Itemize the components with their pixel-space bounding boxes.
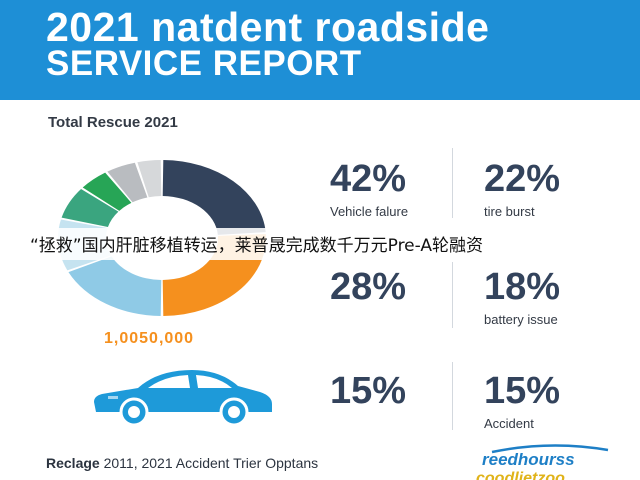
- stat-accident: 15% Accident: [484, 372, 560, 431]
- car-icon: [94, 370, 272, 427]
- donut-slice-0: [162, 160, 266, 235]
- divider: [452, 362, 453, 430]
- overlay-banner-text: “拯救”国内肝脏移植转运，莱普晟完成数千万元Pre-A轮融资: [30, 236, 484, 256]
- stat-value: 18%: [484, 266, 561, 308]
- divider: [452, 148, 453, 218]
- stat-third: 28%: [330, 268, 406, 312]
- chart-title: Total Rescue 2021: [48, 114, 178, 131]
- stat-value: 15%: [484, 370, 561, 412]
- donut-slice-4: [61, 189, 119, 228]
- stat-label: battery issue: [484, 312, 558, 327]
- stat-value: 42%: [330, 158, 407, 200]
- donut-slice-7: [137, 160, 162, 198]
- stat-label: Accident: [484, 416, 534, 431]
- stat-tire-burst: 22% tire burst: [484, 160, 560, 219]
- header-banner: [0, 0, 640, 100]
- footer-caption-bold: Reclage: [46, 455, 100, 471]
- stat-label: tire burst: [484, 204, 535, 219]
- stat-label: Vehicle falure: [330, 204, 409, 219]
- brand-swoosh-icon: [491, 444, 609, 454]
- report-title: 2021 natdent roadside: [46, 4, 490, 50]
- stat-value: 28%: [330, 266, 407, 308]
- stat-vehicle-failure: 42% Vehicle falure: [330, 160, 408, 219]
- brand-logo-line2: coodlietzoo: [476, 470, 565, 480]
- report-subtitle: SERVICE REPORT: [46, 44, 362, 83]
- footer-caption: Reclage 2011, 2021 Accident Trier Opptan…: [46, 455, 318, 471]
- stat-fifth: 15%: [330, 372, 406, 416]
- footer-caption-rest: 2011, 2021 Accident Trier Opptans: [99, 455, 319, 471]
- total-rescue-value: 1,0050,000: [104, 330, 195, 347]
- stat-value: 15%: [330, 370, 407, 412]
- donut-slice-2: [68, 256, 162, 316]
- divider: [452, 262, 453, 328]
- stat-battery-issue: 18% battery issue: [484, 268, 560, 327]
- brand-logo-line1: reedhourss: [482, 450, 575, 469]
- stat-value: 22%: [484, 158, 561, 200]
- donut-slice-5: [82, 172, 132, 211]
- overlay-banner: [0, 228, 640, 260]
- donut-slice-6: [107, 162, 148, 203]
